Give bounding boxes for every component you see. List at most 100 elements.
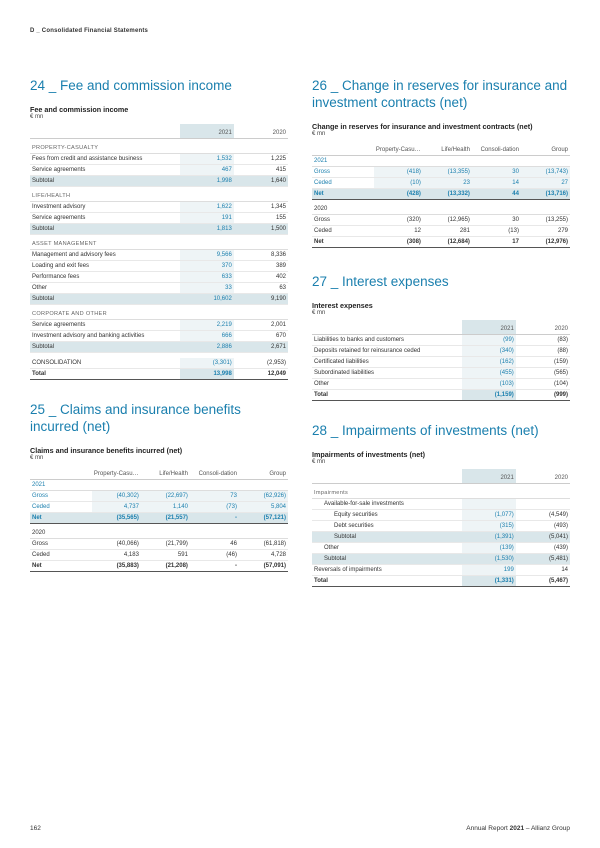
subtotal-2021: 1,998 [180, 175, 234, 186]
cell: (13,255) [521, 214, 570, 225]
val-2020: (159) [516, 356, 570, 367]
net-label: Net [312, 188, 374, 199]
year-label: 2021 [312, 155, 570, 166]
cell: 14 [472, 177, 521, 188]
val-2020: 389 [234, 260, 288, 271]
val-2020: (5,481) [516, 553, 570, 564]
val-2021: (315) [462, 520, 516, 531]
val-2021: 467 [180, 164, 234, 175]
category-label: CORPORATE AND OTHER [30, 304, 288, 319]
cell: (62,926) [239, 491, 288, 502]
val-2020: 8,336 [234, 249, 288, 260]
cell: 30 [472, 166, 521, 177]
val-2020: (493) [516, 520, 570, 531]
table-28: 2021 2020 ImpairmentsAvailable-for-sale … [312, 469, 570, 587]
cell: 4,728 [239, 550, 288, 561]
section-24-title: 24 _ Fee and commission income [30, 78, 288, 95]
val-2021: 370 [180, 260, 234, 271]
val-2021: (1,391) [462, 531, 516, 542]
year-label: 2020 [30, 528, 288, 539]
page-footer: 162 Annual Report 2021 – Allianz Group [30, 825, 570, 832]
cell: 281 [423, 225, 472, 236]
table-25: Property-Casualty Life/Health Consoli-da… [30, 465, 288, 576]
val-2021: (139) [462, 542, 516, 553]
cell: (320) [374, 214, 423, 225]
val-2020: 155 [234, 212, 288, 223]
net-label: Net [30, 513, 92, 524]
net-val: (308) [374, 236, 423, 247]
consolidation-label: CONSOLIDATION [30, 358, 180, 369]
subtotal-2020: 1,500 [234, 223, 288, 234]
table-27: 2021 2020 Liabilities to banks and custo… [312, 320, 570, 401]
row-label: Gross [30, 539, 92, 550]
val-2020: 1,345 [234, 201, 288, 212]
section-28-subtitle: Impairments of investments (net) [312, 450, 570, 459]
cell: (12,965) [423, 214, 472, 225]
val-2020: 1,225 [234, 153, 288, 164]
category-label: ASSET MANAGEMENT [30, 234, 288, 249]
row-label: Gross [312, 214, 374, 225]
net-val: (12,976) [521, 236, 570, 247]
net-label: Net [30, 561, 92, 572]
cell: (10) [374, 177, 423, 188]
row-label: Ceded [312, 225, 374, 236]
cell: 27 [521, 177, 570, 188]
row-label: Other [312, 378, 462, 389]
subtotal-2020: 9,190 [234, 293, 288, 304]
footer-year: 2021 [510, 825, 524, 832]
cell: 73 [190, 491, 239, 502]
section-25-subtitle: Claims and insurance benefits incurred (… [30, 446, 288, 455]
row-label: Ceded [312, 177, 374, 188]
val-2020: 415 [234, 164, 288, 175]
row-label: Liabilities to banks and customers [312, 334, 462, 345]
total-2021: (1,331) [462, 575, 516, 586]
net-val: (21,557) [141, 513, 190, 524]
category-label: PROPERTY-CASUALTY [30, 138, 288, 153]
cell: 4,183 [92, 550, 141, 561]
cell: (13) [472, 225, 521, 236]
section-24-subtitle: Fee and commission income [30, 105, 288, 114]
col-pc: Property-Casualty [92, 465, 141, 480]
net-val: - [190, 561, 239, 572]
subtotal-label: Subtotal [30, 175, 180, 186]
footer-prefix: Annual Report [466, 825, 508, 832]
subtotal-label: Subtotal [30, 293, 180, 304]
table-26: Property-Casualty Life/Health Consoli-da… [312, 141, 570, 252]
subtotal-2020: 1,640 [234, 175, 288, 186]
cell: 4,737 [92, 502, 141, 513]
val-2021: 1,532 [180, 153, 234, 164]
net-val: (13,716) [521, 188, 570, 199]
cell: (40,302) [92, 491, 141, 502]
cell: (13,743) [521, 166, 570, 177]
year-label: 2021 [30, 480, 288, 491]
val-2020: (104) [516, 378, 570, 389]
footer-company: – Allianz Group [526, 825, 570, 832]
net-val: (12,684) [423, 236, 472, 247]
section-25-title: 25 _ Claims and insurance benefits incur… [30, 402, 288, 436]
val-2021: 1,622 [180, 201, 234, 212]
cell: (21,799) [141, 539, 190, 550]
section-27-title: 27 _ Interest expenses [312, 274, 570, 291]
net-val: (21,208) [141, 561, 190, 572]
col-group: Group [521, 141, 570, 156]
cell: (61,818) [239, 539, 288, 550]
cell: 279 [521, 225, 570, 236]
val-2020: (565) [516, 367, 570, 378]
val-2021: (455) [462, 367, 516, 378]
left-column: 24 _ Fee and commission income Fee and c… [30, 78, 288, 587]
val-2021: (103) [462, 378, 516, 389]
cell: (46) [190, 550, 239, 561]
row-label: Service agreements [30, 319, 180, 330]
year-label: 2020 [312, 204, 570, 215]
section-26-title: 26 _ Change in reserves for insurance an… [312, 78, 570, 112]
col-pc: Property-Casualty [374, 141, 423, 156]
subtotal-label: Subtotal [312, 553, 462, 564]
cell: 591 [141, 550, 190, 561]
col-group: Group [239, 465, 288, 480]
col-cons: Consoli-dation [190, 465, 239, 480]
section-25-unit: € mn [30, 455, 288, 461]
total-2020: (999) [516, 389, 570, 400]
val-2021: (340) [462, 345, 516, 356]
page-number: 162 [30, 825, 41, 832]
val-2020: (83) [516, 334, 570, 345]
